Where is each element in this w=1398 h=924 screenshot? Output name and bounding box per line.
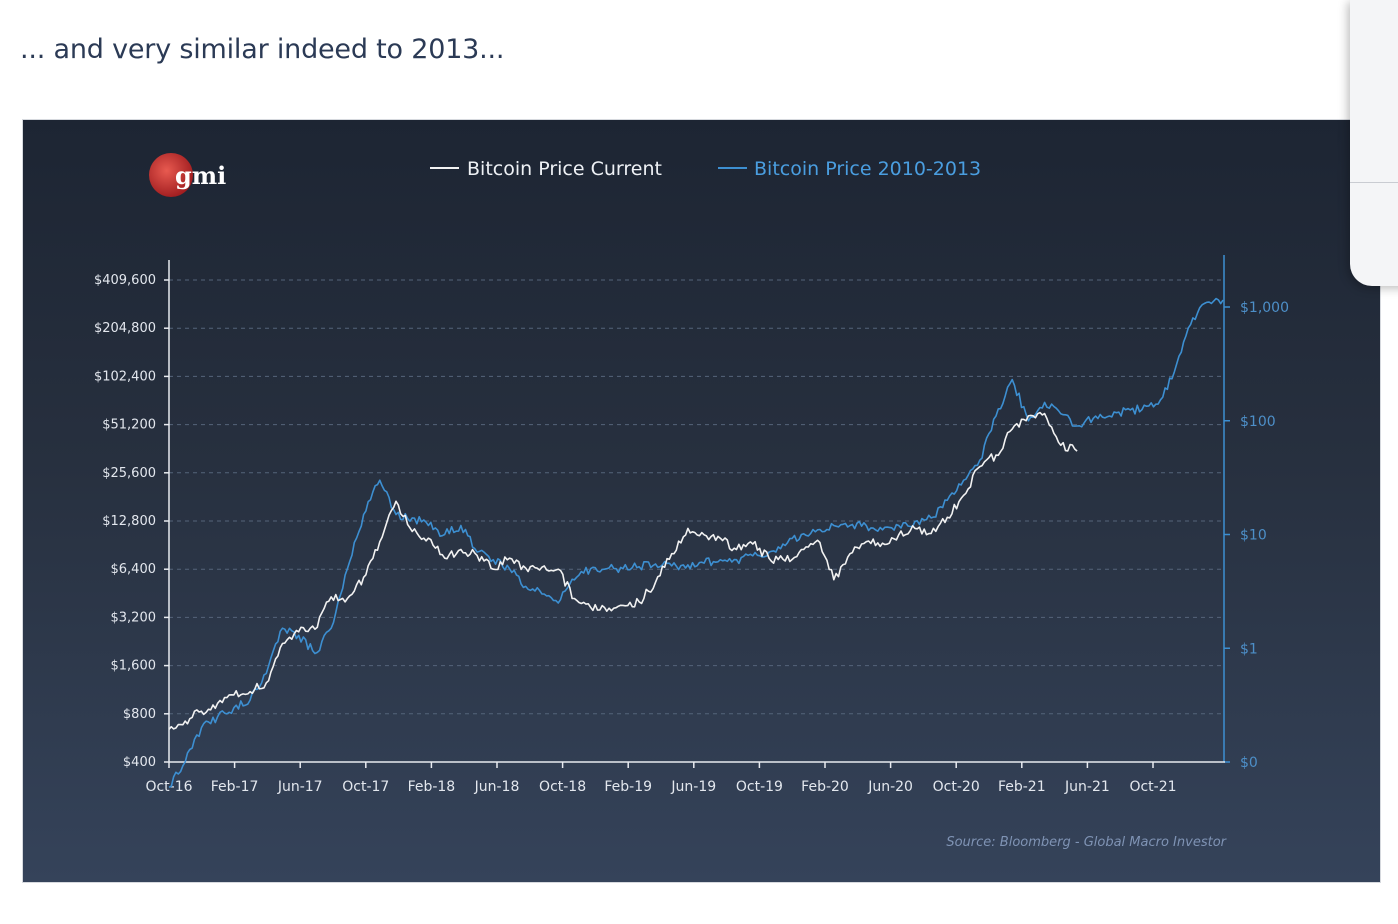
x-tick-label: Oct-20 (933, 779, 980, 795)
x-tick-label: Oct-19 (736, 779, 783, 795)
left-tick-label: $409,600 (94, 273, 156, 288)
gmi-logo-text: gmi (175, 161, 226, 190)
x-tick-label: Oct-21 (1129, 779, 1176, 795)
left-tick-label: $12,800 (102, 514, 156, 529)
x-tick-label: Jun-18 (474, 779, 520, 795)
left-tick-label: $204,800 (94, 321, 156, 336)
x-tick-label: Feb-21 (998, 779, 1046, 795)
popup-divider (1350, 182, 1398, 183)
bitcoin-comparison-chart: gmi Bitcoin Price Current Bitcoin Price … (94, 153, 1289, 850)
x-tick-label: Jun-21 (1064, 779, 1110, 795)
left-tick-label: $51,200 (102, 418, 156, 433)
series-line-bitcoin-price-current (168, 411, 1078, 730)
left-tick-label: $6,400 (111, 562, 157, 577)
right-tick-label: $100 (1240, 414, 1276, 430)
grid-lines (169, 279, 1223, 715)
right-tick-label: $10 (1240, 528, 1267, 544)
x-tick-label: Feb-19 (604, 779, 652, 795)
side-popup-panel (1350, 0, 1398, 286)
source-note: Source: Bloomberg - Global Macro Investo… (946, 835, 1227, 850)
x-tick-label: Feb-20 (801, 779, 849, 795)
x-tick-label: Oct-17 (342, 779, 389, 795)
x-tick-label: Jun-19 (670, 779, 716, 795)
right-price-axis: $0 $1 $10 $100 $1,000 (1223, 255, 1289, 771)
right-tick-label: $0 (1240, 755, 1258, 771)
legend-current-label: Bitcoin Price Current (467, 158, 662, 180)
x-tick-label: Jun-20 (867, 779, 913, 795)
left-tick-label: $1,600 (111, 659, 157, 674)
left-price-axis: $400 $800 $1,600 $3,200 $6,400 $12,800 $25,600… (94, 260, 170, 770)
x-tick-label: Feb-18 (408, 779, 456, 795)
gmi-logo-globe-icon (149, 153, 193, 197)
left-tick-label: $3,200 (111, 610, 157, 625)
left-tick-label: $25,600 (102, 466, 156, 481)
chart-legend: Bitcoin Price Current Bitcoin Price 2010… (430, 158, 981, 180)
x-tick-label: Feb-17 (211, 779, 259, 795)
date-axis: Oct-16 Feb-17 Jun-17 Oct-17 Feb-18 Jun-18 Oct-… (145, 761, 1225, 795)
right-tick-label: $1 (1240, 641, 1258, 657)
right-tick-label: $1,000 (1240, 300, 1289, 316)
series-layer (168, 297, 1224, 788)
chart-card: gmi Bitcoin Price Current Bitcoin Price … (23, 120, 1380, 882)
series-line-bitcoin-price-2010-2013 (168, 297, 1224, 788)
left-tick-label: $102,400 (94, 369, 156, 384)
x-tick-label: Oct-18 (539, 779, 586, 795)
page-caption: ... and very similar indeed to 2013... (20, 34, 505, 65)
left-tick-label: $800 (123, 707, 156, 722)
legend-history-label: Bitcoin Price 2010-2013 (754, 158, 981, 180)
x-tick-label: Jun-17 (277, 779, 323, 795)
left-tick-label: $400 (123, 755, 156, 770)
gmi-logo: gmi (149, 153, 226, 197)
